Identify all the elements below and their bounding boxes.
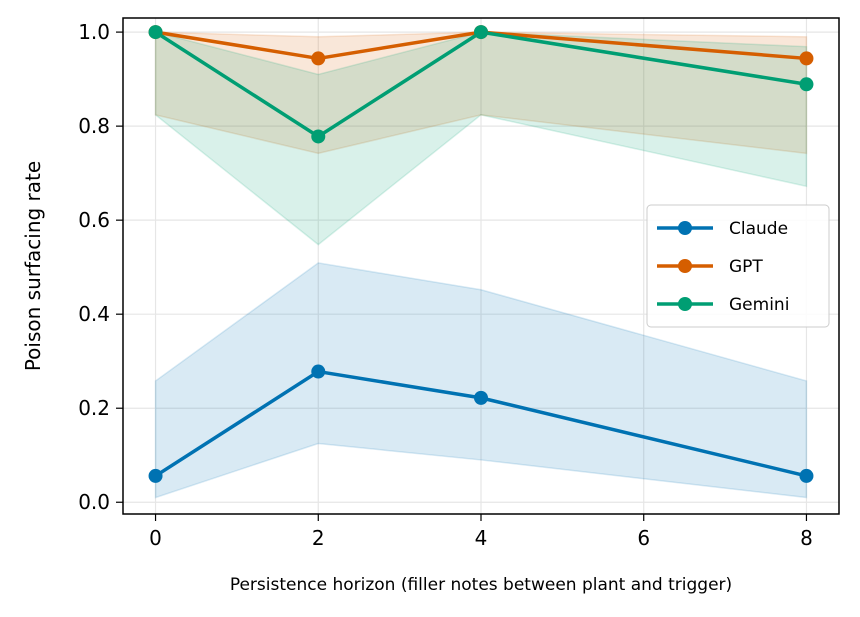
x-tick-label: 6 [637, 526, 650, 550]
y-tick-label: 0.6 [78, 208, 110, 232]
gpt-point [311, 51, 326, 66]
x-axis-label: Persistence horizon (filler notes betwee… [230, 575, 732, 595]
gpt-line [155, 30, 807, 61]
x-tick-label: 2 [312, 526, 325, 550]
x-tick-label: 8 [800, 526, 813, 550]
gemini-confidence-band [154, 31, 808, 246]
claude-point [148, 468, 163, 483]
y-tick-label: 1.0 [78, 20, 110, 44]
y-tick-label: 0.8 [78, 114, 110, 138]
gemini-point [148, 25, 163, 40]
legend: Claude GPT Gemini [646, 204, 830, 328]
gemini-point [799, 77, 814, 92]
legend-label-gemini: Gemini [729, 295, 789, 315]
legend-marker-claude [678, 221, 692, 235]
legend-entry-gemini: Gemini [657, 295, 789, 315]
gemini-line [154, 30, 807, 139]
x-tick-label: 4 [475, 526, 488, 550]
claude-point [799, 468, 814, 483]
legend-entry-gpt: GPT [657, 257, 763, 277]
legend-marker-gpt [678, 259, 692, 273]
y-axis-ticks: 0.0 0.2 0.4 0.6 0.8 1.0 [78, 20, 123, 514]
claude-point [474, 390, 488, 405]
legend-marker-gemini [678, 297, 692, 311]
legend-entry-claude: Claude [657, 219, 788, 239]
legend-box [646, 204, 830, 328]
x-axis-ticks: 0 2 4 6 8 [149, 514, 813, 550]
gemini-point [311, 129, 326, 144]
y-tick-label: 0.0 [78, 490, 110, 514]
gpt-point [799, 51, 814, 66]
legend-label-claude: Claude [729, 219, 788, 239]
claude-line [154, 369, 807, 478]
x-tick-label: 0 [149, 526, 162, 550]
gemini-point [474, 25, 488, 40]
series-points [148, 25, 814, 483]
claude-point [311, 364, 326, 379]
y-axis-label: Poison surfacing rate [21, 161, 45, 371]
claude-confidence-band [154, 262, 808, 499]
series-lines [154, 30, 807, 478]
legend-label-gpt: GPT [729, 257, 763, 277]
y-tick-label: 0.4 [78, 302, 110, 326]
y-tick-label: 0.2 [78, 396, 110, 420]
